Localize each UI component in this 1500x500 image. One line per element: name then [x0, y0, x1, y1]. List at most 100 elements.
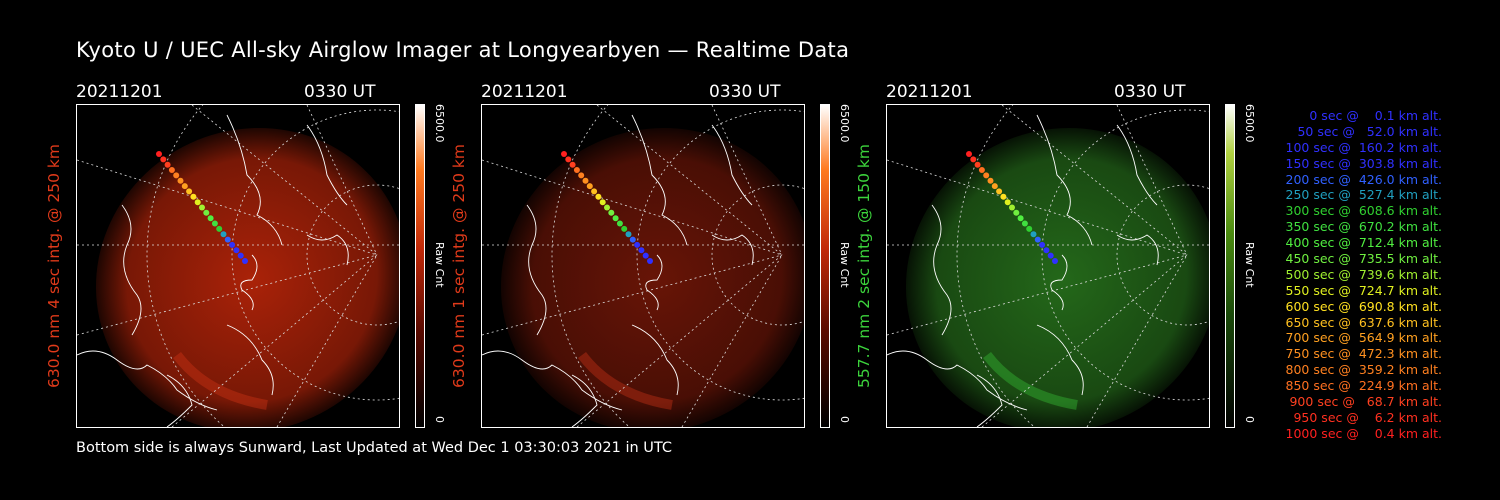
panel-630nm-1sec: 20211201 0330 UT 630.0 nm 1 sec intg. @ …	[450, 82, 881, 432]
trajectory-point	[966, 151, 972, 157]
colorbar-min: 0	[433, 416, 446, 423]
trajectory-point	[561, 151, 567, 157]
trajectory-point	[160, 156, 167, 163]
colorbar-max: 6500.0	[838, 104, 851, 143]
legend-row: 850 sec @ 224.9 km alt.	[1285, 378, 1442, 394]
legend-row: 500 sec @ 739.6 km alt.	[1285, 266, 1442, 282]
legend-row: 700 sec @ 564.9 km alt.	[1285, 330, 1442, 346]
colorbar-unit: Raw Cnt	[433, 242, 446, 288]
trajectory-point	[974, 161, 981, 168]
legend-row: 750 sec @ 472.3 km alt.	[1285, 346, 1442, 362]
trajectory-point	[578, 172, 585, 179]
trajectory-point	[616, 220, 623, 227]
trajectory-point	[638, 247, 645, 254]
colorbar	[820, 104, 830, 428]
trajectory-point	[978, 167, 985, 173]
legend-row: 250 sec @ 527.4 km alt.	[1285, 187, 1442, 203]
panel-time: 0330 UT	[1114, 82, 1186, 102]
trajectory-point	[224, 236, 231, 243]
trajectory-point	[634, 241, 641, 248]
trajectory-point	[582, 177, 589, 184]
legend-row: 1000 sec @ 0.4 km alt.	[1285, 425, 1442, 441]
trajectory-point	[612, 215, 619, 222]
legend-row: 350 sec @ 670.2 km alt.	[1285, 219, 1442, 235]
colorbar-unit: Raw Cnt	[1243, 242, 1256, 288]
trajectory-point	[186, 188, 193, 195]
trajectory-point	[168, 167, 175, 173]
legend-row: 550 sec @ 724.7 km alt.	[1285, 282, 1442, 298]
legend-row: 200 sec @ 426.0 km alt.	[1285, 171, 1442, 187]
trajectory-point	[242, 258, 248, 264]
panel-630nm-4sec: 20211201 0330 UT 630.0 nm 4 sec intg. @ …	[45, 82, 476, 432]
colorbar-min: 0	[1243, 416, 1256, 423]
allsky-image	[481, 104, 805, 428]
allsky-image	[76, 104, 400, 428]
trajectory-point	[220, 231, 227, 238]
trajectory-point	[1026, 225, 1033, 232]
trajectory-point	[177, 177, 184, 184]
trajectory-point	[1043, 247, 1050, 254]
trajectory-point	[190, 193, 197, 200]
panel-time: 0330 UT	[709, 82, 781, 102]
trajectory-point	[983, 172, 990, 179]
colorbar	[415, 104, 425, 428]
trajectory-point	[1000, 193, 1007, 200]
trajectory-point	[1004, 199, 1011, 206]
panel-557nm-2sec: 20211201 0330 UT 557.7 nm 2 sec intg. @ …	[855, 82, 1286, 432]
trajectory-point	[569, 161, 576, 168]
panel-ylabel: 630.0 nm 1 sec intg. @ 250 km	[450, 144, 468, 388]
trajectory-point	[237, 252, 244, 259]
trajectory-point	[181, 183, 188, 190]
trajectory-point	[573, 167, 580, 173]
trajectory-point	[156, 151, 162, 157]
trajectory-point	[1021, 220, 1028, 227]
trajectory-point	[1009, 204, 1015, 211]
panel-ylabel: 630.0 nm 4 sec intg. @ 250 km	[45, 144, 63, 388]
trajectory-point	[216, 225, 223, 232]
trajectory-point	[996, 188, 1003, 195]
colorbar-unit: Raw Cnt	[838, 242, 851, 288]
legend-row: 300 sec @ 608.6 km alt.	[1285, 203, 1442, 219]
trajectory-point	[629, 236, 636, 243]
panel-time: 0330 UT	[304, 82, 376, 102]
trajectory-point	[608, 209, 615, 216]
trajectory-legend: 0 sec @ 0.1 km alt. 50 sec @ 52.0 km alt.…	[1256, 108, 1442, 442]
trajectory-point	[565, 156, 572, 163]
legend-row: 50 sec @ 52.0 km alt.	[1297, 123, 1442, 139]
trajectory-point	[970, 156, 977, 163]
trajectory-point	[173, 172, 180, 179]
trajectory-point	[211, 220, 218, 227]
trajectory-point	[642, 252, 649, 259]
legend-row: 150 sec @ 303.8 km alt.	[1285, 155, 1442, 171]
legend-row: 800 sec @ 359.2 km alt.	[1285, 362, 1442, 378]
trajectory-point	[203, 209, 210, 216]
panel-date: 20211201	[76, 82, 163, 102]
trajectory-point	[1030, 231, 1037, 238]
panel-ylabel: 557.7 nm 2 sec intg. @ 150 km	[855, 144, 873, 388]
trajectory-point	[1017, 215, 1024, 222]
trajectory-point	[591, 188, 598, 195]
trajectory-point	[1052, 258, 1058, 264]
trajectory-point	[1039, 241, 1046, 248]
trajectory-point	[164, 161, 171, 168]
trajectory-point	[586, 183, 593, 190]
page-title: Kyoto U / UEC All-sky Airglow Imager at …	[76, 38, 850, 62]
colorbar	[1225, 104, 1235, 428]
trajectory-point	[991, 183, 998, 190]
trajectory-point	[233, 247, 240, 254]
panel-date: 20211201	[481, 82, 568, 102]
trajectory-point	[595, 193, 602, 200]
panel-date: 20211201	[886, 82, 973, 102]
trajectory-point	[599, 199, 606, 206]
legend-row: 900 sec @ 68.7 km alt.	[1289, 394, 1442, 410]
trajectory-point	[199, 204, 205, 211]
trajectory-point	[194, 199, 201, 206]
legend-row: 450 sec @ 735.5 km alt.	[1285, 251, 1442, 267]
trajectory-point	[621, 225, 628, 232]
colorbar-min: 0	[838, 416, 851, 423]
legend-row: 400 sec @ 712.4 km alt.	[1285, 235, 1442, 251]
colorbar-max: 6500.0	[1243, 104, 1256, 143]
trajectory-point	[604, 204, 610, 211]
trajectory-point	[647, 258, 653, 264]
footer-note: Bottom side is always Sunward, Last Upda…	[76, 440, 673, 456]
